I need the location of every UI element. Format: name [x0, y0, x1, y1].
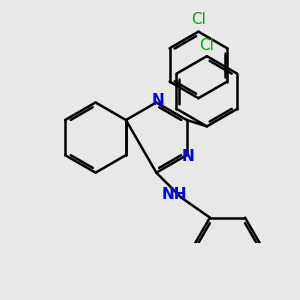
- Text: NH: NH: [161, 187, 187, 202]
- Text: N: N: [182, 149, 194, 164]
- Text: N: N: [151, 93, 164, 108]
- Text: Cl: Cl: [200, 38, 214, 52]
- Text: Cl: Cl: [191, 12, 206, 27]
